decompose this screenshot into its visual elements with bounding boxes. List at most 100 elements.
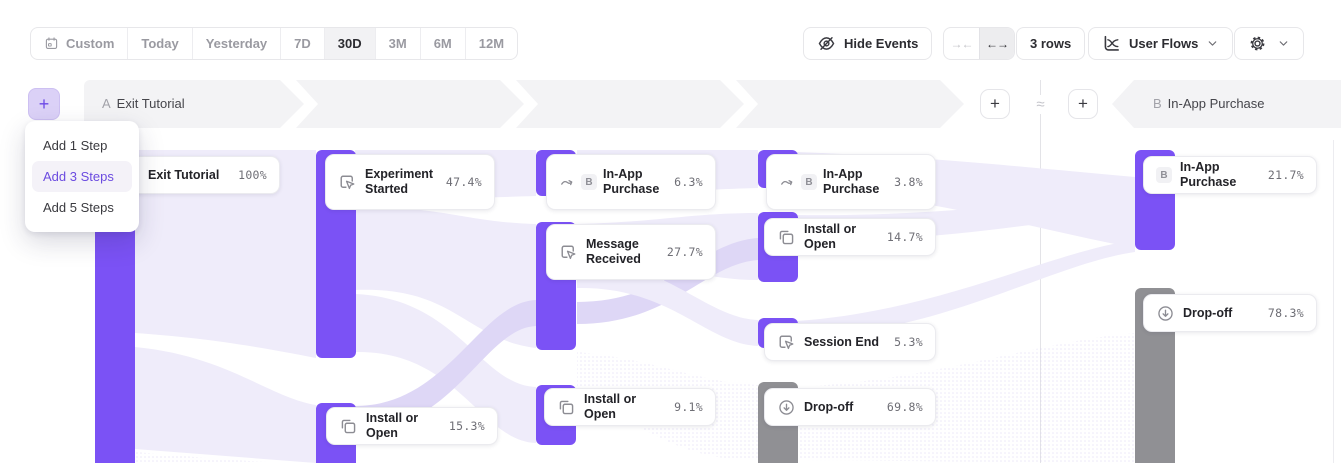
step-a-letter: A xyxy=(102,96,111,111)
add-step-button-start-b[interactable]: + xyxy=(1068,89,1098,119)
menu-item-add-1-step[interactable]: Add 1 Step xyxy=(32,130,132,161)
step-b-header: B In-App Purchase xyxy=(1153,96,1265,111)
node-percentage: 100% xyxy=(238,168,267,182)
step-a-label: Exit Tutorial xyxy=(116,96,185,111)
collapse-expand-toggle: →← ←→ xyxy=(943,27,1015,60)
range-3m[interactable]: 3M xyxy=(374,28,420,59)
step-header-segment-4[interactable] xyxy=(736,80,964,128)
node-card-experiment-started[interactable]: Experiment Started 47.4% xyxy=(325,154,495,210)
step-header-segment-2[interactable] xyxy=(296,80,524,128)
node-card-in-app-purchase-21[interactable]: B In-App Purchase 21.7% xyxy=(1143,156,1317,194)
menu-item-label: Add 1 Step xyxy=(43,138,108,153)
range-label: Yesterday xyxy=(205,36,268,51)
node-percentage: 21.7% xyxy=(1267,168,1304,182)
node-card-session-end[interactable]: Session End 5.3% xyxy=(764,323,936,361)
range-label: Custom xyxy=(66,36,115,51)
step-header-segment-3[interactable] xyxy=(516,80,744,128)
range-label: 6M xyxy=(433,36,452,51)
node-label: Drop-off xyxy=(804,399,854,414)
range-12m[interactable]: 12M xyxy=(464,28,517,59)
node-label: Exit Tutorial xyxy=(148,167,220,182)
node-card-drop-off-78[interactable]: Drop-off 78.3% xyxy=(1143,294,1317,332)
node-label: Session End xyxy=(804,334,880,349)
section-break-icon: ≈ xyxy=(1029,95,1052,114)
window-event-icon xyxy=(557,398,576,417)
node-label: Install or Open xyxy=(584,392,637,421)
rows-label: 3 rows xyxy=(1030,36,1072,51)
node-label: In-App Purchase xyxy=(1180,160,1237,189)
menu-item-add-5-steps[interactable]: Add 5 Steps xyxy=(32,192,132,223)
range-custom[interactable]: Custom xyxy=(31,28,127,59)
node-label: Install or Open xyxy=(366,411,419,440)
range-yesterday[interactable]: Yesterday xyxy=(191,28,280,59)
range-7d[interactable]: 7D xyxy=(280,28,324,59)
plus-icon: + xyxy=(38,93,50,114)
expand-columns-button[interactable]: ←→ xyxy=(979,28,1014,59)
date-range-selector: Custom Today Yesterday 7D 30D 3M 6M 12M xyxy=(30,27,519,60)
expand-icon: ←→ xyxy=(986,36,1009,51)
range-label: Today xyxy=(141,36,179,51)
range-label: 7D xyxy=(294,36,311,51)
range-30d-active[interactable]: 30D xyxy=(323,28,375,59)
drop-off-icon xyxy=(777,398,796,417)
range-label: 12M xyxy=(478,36,505,51)
event-b-badge: B xyxy=(801,174,817,190)
node-percentage: 15.3% xyxy=(448,419,485,433)
squiggle-glyph: ≈ xyxy=(1036,96,1045,113)
node-label: Experiment Started xyxy=(365,167,434,196)
node-percentage: 27.7% xyxy=(666,245,703,259)
step-b-letter: B xyxy=(1153,96,1162,111)
click-event-icon xyxy=(777,333,796,352)
add-step-button-end-a[interactable]: + xyxy=(980,89,1010,119)
window-event-icon xyxy=(339,417,358,436)
node-percentage: 6.3% xyxy=(674,175,703,189)
node-card-in-app-purchase-6[interactable]: B In-App Purchase 6.3% xyxy=(546,154,716,210)
node-card-drop-off-69[interactable]: Drop-off 69.8% xyxy=(764,388,936,426)
add-step-button-open[interactable]: + xyxy=(28,88,60,120)
range-today[interactable]: Today xyxy=(127,28,191,59)
node-card-message-received[interactable]: Message Received 27.7% xyxy=(546,224,716,280)
click-event-icon xyxy=(338,173,357,192)
step-header-segment-b[interactable] xyxy=(1112,80,1341,128)
node-label: In-App Purchase xyxy=(603,167,660,196)
window-event-icon xyxy=(777,228,796,247)
view-selector-button[interactable]: User Flows xyxy=(1088,27,1234,60)
step-a-header: A Exit Tutorial xyxy=(102,96,185,111)
view-label: User Flows xyxy=(1129,36,1199,51)
collapse-columns-button[interactable]: →← xyxy=(944,28,979,59)
node-card-install-or-open-15[interactable]: Install or Open 15.3% xyxy=(326,407,498,445)
node-card-install-or-open-9[interactable]: Install or Open 9.1% xyxy=(544,388,716,426)
plus-icon: + xyxy=(990,94,1000,113)
step-header-segment-1[interactable] xyxy=(84,80,304,128)
menu-item-add-3-steps[interactable]: Add 3 Steps xyxy=(32,161,132,192)
hide-events-button[interactable]: Hide Events xyxy=(803,27,933,60)
node-label: Install or Open xyxy=(804,222,857,251)
range-label: 3M xyxy=(388,36,407,51)
node-card-in-app-purchase-3[interactable]: B In-App Purchase 3.8% xyxy=(766,154,936,210)
drop-off-icon xyxy=(1156,304,1175,323)
rows-button[interactable]: 3 rows xyxy=(1016,27,1086,60)
add-steps-menu: Add 1 Step Add 3 Steps Add 5 Steps xyxy=(25,121,139,232)
menu-item-label: Add 5 Steps xyxy=(43,200,114,215)
node-percentage: 9.1% xyxy=(674,400,703,414)
node-label: In-App Purchase xyxy=(823,167,880,196)
click-event-icon xyxy=(559,243,578,262)
node-percentage: 14.7% xyxy=(886,230,923,244)
node-percentage: 5.3% xyxy=(894,335,923,349)
node-label: Message Received xyxy=(586,237,641,266)
event-b-badge: B xyxy=(581,174,597,190)
settings-button[interactable] xyxy=(1234,27,1304,60)
range-label: 30D xyxy=(337,36,362,51)
node-percentage: 3.8% xyxy=(894,175,923,189)
range-6m[interactable]: 6M xyxy=(419,28,465,59)
flow-through-icon xyxy=(559,174,575,190)
collapse-icon: →← xyxy=(950,36,974,51)
node-percentage: 47.4% xyxy=(445,175,482,189)
node-card-install-or-open-14[interactable]: Install or Open 14.7% xyxy=(764,218,936,256)
panel-right-edge xyxy=(1333,140,1334,463)
plus-icon: + xyxy=(1078,94,1088,113)
menu-item-label: Add 3 Steps xyxy=(43,169,114,184)
event-b-badge: B xyxy=(1156,167,1172,183)
node-percentage: 69.8% xyxy=(886,400,923,414)
